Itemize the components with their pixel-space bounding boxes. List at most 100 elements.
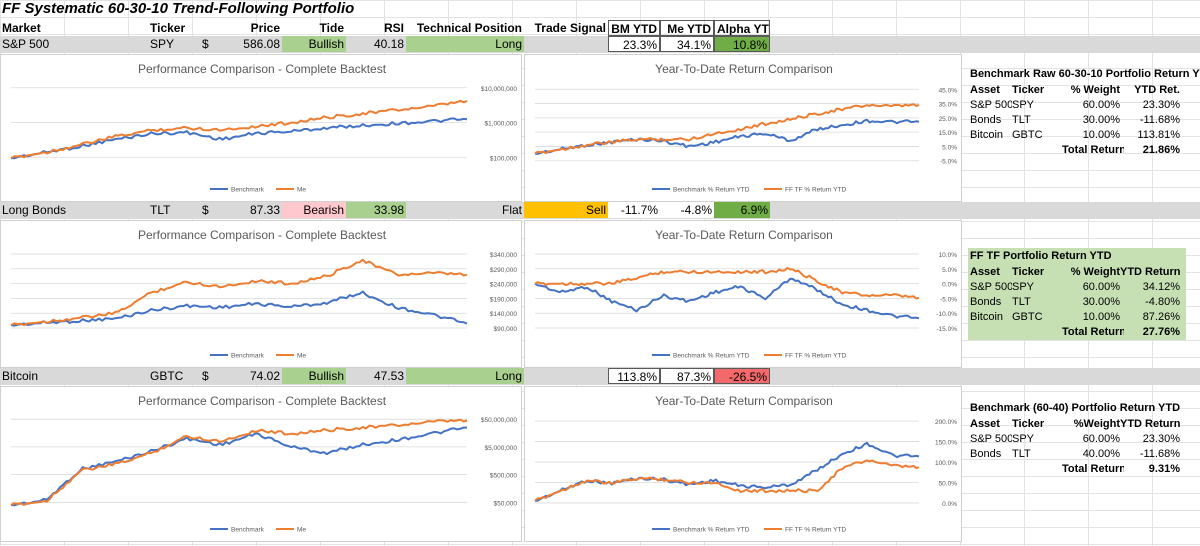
asset: Bonds	[970, 296, 1002, 308]
y-tick-label: $500,000	[490, 473, 517, 480]
asset: Bitcoin	[970, 311, 1004, 323]
total-label: Total Return	[1062, 326, 1124, 338]
summary-row: S&P 500 SPY 60.00% 23.30%	[968, 98, 1186, 113]
legend-label: Benchmark	[231, 353, 265, 360]
return: 23.30%	[1142, 433, 1180, 445]
y-tick-label: $90,000	[494, 326, 518, 333]
col-weight: %Weight	[1073, 418, 1120, 430]
y-tick-label: $10,000,000	[481, 86, 518, 93]
legend-label: Me	[297, 187, 306, 194]
col-rsi: RSI	[383, 21, 404, 35]
ticker-cell: SPY	[150, 37, 175, 51]
legend-label: Benchmark % Return YTD	[673, 353, 750, 360]
col-ticker: Ticker	[1012, 418, 1045, 430]
ticker: GBTC	[1012, 311, 1043, 323]
tide-cell: Bearish	[282, 202, 346, 218]
y-tick-label: $1,000,000	[484, 121, 517, 128]
col-ticker: Ticker	[1012, 84, 1045, 96]
row-bitcoin[interactable]: Bitcoin GBTC $ 74.02 Bullish 47.53 Long …	[0, 368, 1200, 385]
me-line	[534, 103, 920, 155]
chart-bonds-backtest[interactable]: Performance Comparison - Complete Backte…	[0, 220, 522, 368]
col-tech: Technical Position	[416, 21, 522, 35]
price-cell: 87.33	[249, 203, 280, 217]
chart-bonds-ytd[interactable]: Year-To-Date Return Comparison -15.0% -10.…	[524, 220, 962, 368]
ticker: TLT	[1012, 296, 1031, 308]
summary-header: Asset Ticker % Weight YTD Ret.	[968, 83, 1186, 98]
y-tick-label: 5.0%	[942, 267, 957, 274]
summary-title: Benchmark (60-40) Portfolio Return YTD	[970, 402, 1181, 414]
col-return: YTD Return	[1120, 418, 1181, 430]
col-tide: Tide	[319, 21, 344, 35]
y-tick-label: $240,000	[490, 282, 517, 289]
price-cell: 74.02	[249, 369, 280, 383]
legend-label: FF TF % Return YTD	[785, 527, 846, 534]
return: 113.81%	[1137, 129, 1180, 141]
legend-label: Me	[297, 353, 306, 360]
y-tick-label: 45.0%	[939, 87, 958, 94]
rsi-cell: 47.53	[373, 369, 404, 383]
summary-ff-tf: FF TF Portfolio Return YTD Asset Ticker …	[968, 248, 1186, 340]
y-tick-label: 100.0%	[935, 460, 957, 467]
legend-label: Benchmark	[231, 187, 265, 194]
chart-sp500-ytd[interactable]: Year-To-Date Return Comparison -5.0% 5.0% 1…	[524, 54, 962, 202]
market-cell: Bitcoin	[2, 369, 39, 383]
asset: S&P 500	[970, 281, 1012, 293]
alpha-cell: -26.5%	[714, 368, 770, 384]
tide-cell: Bullish	[282, 36, 346, 52]
col-asset: Asset	[970, 84, 1000, 96]
ticker: SPY	[1012, 433, 1035, 445]
y-tick-label: $340,000	[490, 252, 517, 259]
ticker: GBTC	[1012, 129, 1043, 141]
y-tick-label: 0.0%	[942, 282, 957, 289]
sheet-title: FF Systematic 60-30-10 Trend-Following P…	[2, 0, 355, 17]
return: -4.80%	[1145, 296, 1180, 308]
ticker-cell: TLT	[150, 203, 171, 217]
summary-row: S&P 500 SPY 60.00% 34.12%	[968, 280, 1186, 295]
bm-cell: 23.3%	[608, 36, 660, 52]
col-price: Price	[250, 21, 280, 35]
col-weight: % Weight	[1070, 84, 1120, 96]
legend-label: Benchmark % Return YTD	[673, 187, 750, 194]
chart-bitcoin-ytd[interactable]: Year-To-Date Return Comparison 0.0% 50.0% 1…	[524, 386, 962, 542]
col-return: YTD Return	[1120, 266, 1181, 278]
chart-bitcoin-backtest[interactable]: Performance Comparison - Complete Backte…	[0, 386, 522, 542]
y-tick-label: 15.0%	[939, 130, 958, 137]
tech-cell: Flat	[501, 203, 522, 217]
asset: Bonds	[970, 114, 1002, 126]
y-tick-label: 50.0%	[939, 480, 958, 487]
col-return: YTD Ret.	[1134, 84, 1180, 96]
bm-cell: 113.8%	[608, 368, 660, 384]
legend-label: Benchmark	[231, 527, 265, 534]
summary-row: Bonds TLT 30.00% -4.80%	[968, 295, 1186, 310]
weight: 60.00%	[1082, 433, 1120, 445]
y-tick-label: 200.0%	[935, 419, 957, 426]
me-cell: -4.8%	[660, 202, 714, 218]
chart-sp500-backtest[interactable]: Performance Comparison - Complete Backte…	[0, 54, 522, 202]
y-tick-label: 10.0%	[939, 252, 958, 259]
me-line	[10, 418, 468, 506]
y-tick-label: -15.0%	[936, 326, 957, 333]
tech-cell: Long	[406, 36, 524, 52]
y-tick-label: -10.0%	[936, 311, 957, 318]
return: -11.68%	[1139, 114, 1180, 126]
benchmark-line	[10, 426, 468, 507]
y-tick-label: 5.0%	[942, 144, 957, 151]
return: 23.30%	[1142, 99, 1180, 111]
signal-cell: Sell	[524, 202, 608, 218]
chart-title: Performance Comparison - Complete Backte…	[138, 228, 387, 242]
row-long-bonds[interactable]: Long Bonds TLT $ 87.33 Bearish 33.98 Fla…	[0, 202, 1200, 219]
summary-benchmark-60-40: Benchmark (60-40) Portfolio Return YTD A…	[968, 400, 1186, 477]
market-cell: Long Bonds	[2, 203, 67, 217]
summary-title: FF TF Portfolio Return YTD	[970, 250, 1112, 262]
chart-title: Year-To-Date Return Comparison	[655, 228, 833, 242]
col-asset: Asset	[970, 418, 1000, 430]
me-line	[534, 267, 920, 300]
summary-total: Total Return 9.31%	[968, 462, 1186, 477]
summary-row: Bitcoin GBTC 10.00% 87.26%	[968, 310, 1186, 325]
y-tick-label: $290,000	[490, 267, 517, 274]
row-sp500[interactable]: S&P 500 SPY $ 586.08 Bullish 40.18 Long …	[0, 36, 1200, 53]
total-label: Total Return	[1062, 463, 1124, 475]
alpha-cell: 10.8%	[714, 36, 770, 52]
col-ticker: Ticker	[150, 21, 186, 35]
